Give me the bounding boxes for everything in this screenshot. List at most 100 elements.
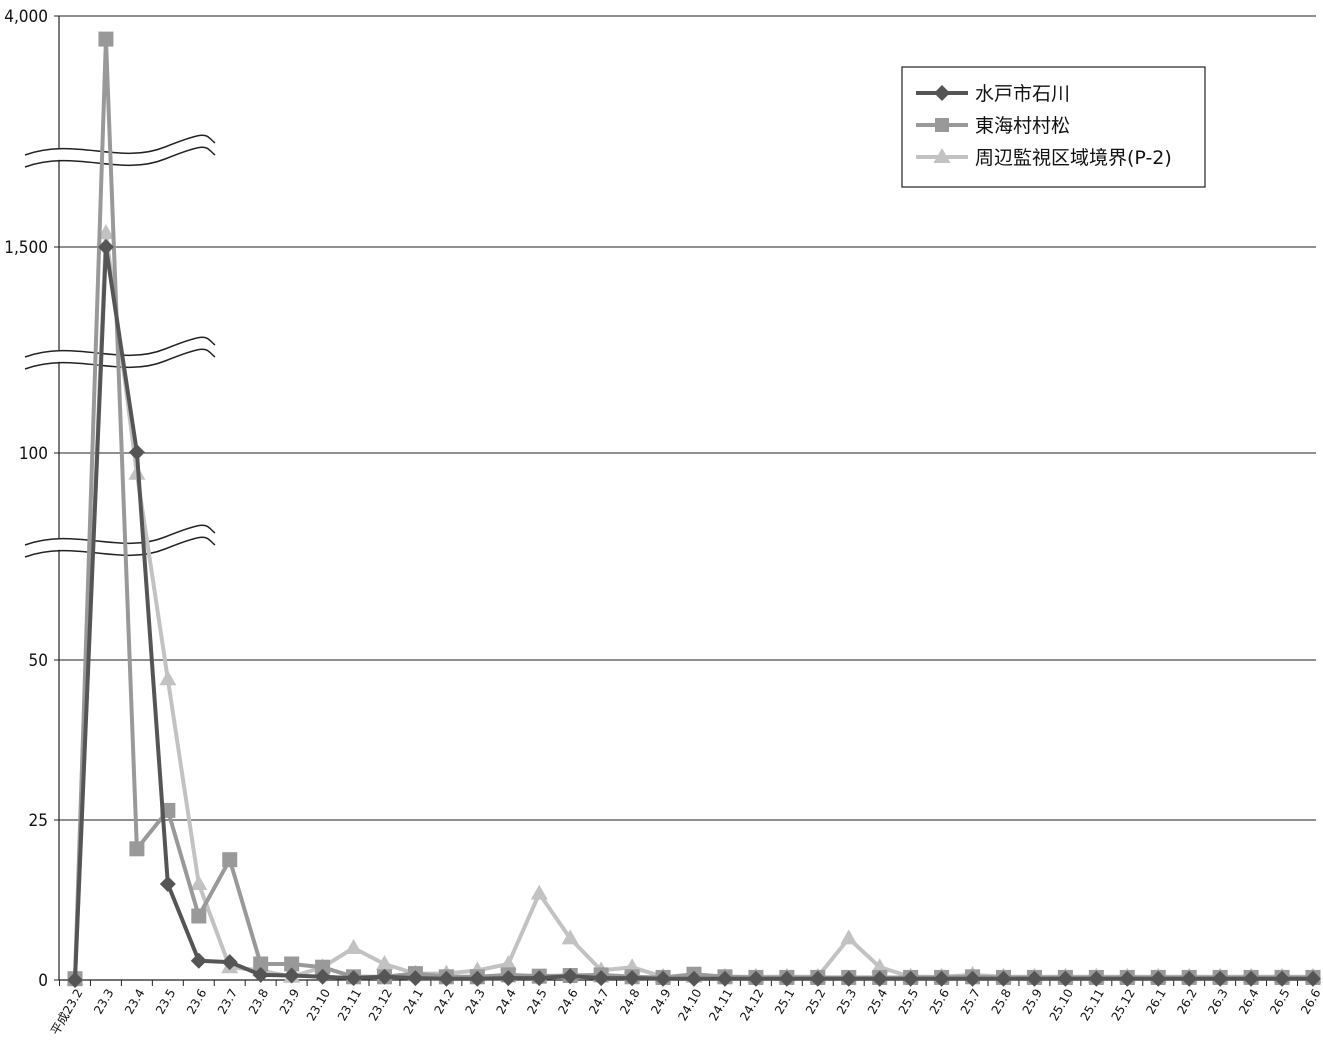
- x-tick-label: 23.11: [335, 987, 364, 1024]
- x-tick-label: 24.2: [432, 987, 457, 1017]
- data-point: [407, 970, 424, 987]
- legend-marker: [934, 85, 950, 101]
- legend-item: 周辺監視区域境界(P-2): [916, 147, 1172, 169]
- data-point: [995, 970, 1012, 987]
- data-point: [809, 970, 826, 987]
- data-point: [902, 970, 919, 987]
- x-tick-label: 25.2: [803, 987, 828, 1017]
- data-point: [871, 958, 889, 974]
- data-point: [1150, 970, 1167, 987]
- data-point: [469, 970, 486, 987]
- x-tick-label: 23.9: [277, 987, 302, 1017]
- data-point: [562, 968, 579, 985]
- y-tick-label: 4,000: [4, 7, 48, 27]
- data-point: [1026, 970, 1043, 987]
- data-point: [778, 970, 795, 987]
- data-point: [283, 967, 300, 984]
- data-point: [933, 970, 950, 987]
- x-tick-label: 24.8: [617, 987, 642, 1017]
- data-point: [1119, 970, 1136, 987]
- x-tick-label: 24.12: [737, 987, 766, 1024]
- x-tick-label: 23.12: [366, 987, 395, 1024]
- axis-break-symbol: [24, 524, 216, 558]
- series-line: [73, 245, 1313, 981]
- data-point: [98, 31, 114, 47]
- data-point: [438, 970, 455, 987]
- data-point: [129, 841, 145, 857]
- x-tick-label: 24.10: [675, 987, 704, 1024]
- x-tick-label: 26.2: [1174, 987, 1199, 1017]
- x-tick-label: 23.3: [91, 987, 116, 1017]
- x-tick-label: 23.6: [184, 987, 209, 1017]
- data-point: [190, 952, 207, 969]
- data-point: [1274, 970, 1291, 987]
- y-tick-labels: 0 25 50 100 1,500 4,000: [4, 7, 48, 991]
- legend-marker: [933, 148, 951, 163]
- data-point: [190, 875, 208, 890]
- series-3: [66, 224, 1322, 985]
- data-point: [840, 929, 858, 945]
- x-tick-label: 25.6: [927, 987, 952, 1017]
- x-tick-label: 26.3: [1205, 987, 1230, 1017]
- series-lines: [66, 31, 1322, 988]
- x-tick-label: 26.5: [1267, 987, 1292, 1017]
- x-tick-label: 26.6: [1298, 987, 1323, 1017]
- data-point: [531, 970, 548, 987]
- data-point: [314, 968, 331, 985]
- data-point: [1243, 970, 1260, 987]
- x-tick-label: 26.1: [1143, 987, 1168, 1017]
- data-point: [871, 970, 888, 987]
- data-point: [345, 970, 362, 987]
- x-tick-label: 25.4: [865, 987, 890, 1017]
- x-tick-label: 25.10: [1047, 987, 1076, 1024]
- legend-marker: [935, 118, 949, 132]
- data-point: [222, 852, 238, 868]
- x-tick-label: 25.7: [958, 987, 983, 1017]
- data-point: [593, 970, 610, 987]
- axis-break-symbol: [24, 336, 216, 370]
- x-tick-label: 25.9: [1020, 987, 1045, 1017]
- data-point: [67, 972, 83, 988]
- data-point: [1212, 970, 1229, 987]
- data-point: [624, 970, 641, 987]
- data-point: [159, 670, 177, 686]
- series-line: [73, 231, 1313, 979]
- data-point: [97, 224, 115, 240]
- data-point: [159, 876, 176, 892]
- data-point: [253, 956, 269, 972]
- y-tick-label: 25: [29, 811, 48, 831]
- data-point: [97, 239, 114, 255]
- gridlines: [59, 15, 1316, 821]
- x-tick-label: 25.5: [896, 987, 921, 1017]
- axis-break-symbol: [24, 134, 216, 168]
- data-point: [1088, 970, 1105, 987]
- x-tick-label: 24.11: [706, 987, 735, 1024]
- x-tick-label: 23.7: [215, 987, 240, 1017]
- x-tick-label: 25.8: [989, 987, 1014, 1017]
- axis-breaks: [24, 134, 216, 558]
- x-tick-label: 25.3: [834, 987, 859, 1017]
- legend-item: 東海村村松: [916, 115, 1070, 137]
- data-point: [840, 970, 857, 987]
- series-1: [67, 239, 1321, 988]
- data-point: [500, 970, 517, 987]
- x-tick-label: 23.5: [153, 987, 178, 1017]
- y-tick-label: 1,500: [4, 238, 48, 258]
- y-tick-label: 0: [38, 971, 48, 991]
- x-tick-label: 23.10: [304, 987, 333, 1024]
- x-tick-label: 24.5: [524, 987, 549, 1017]
- legend-item: 水戸市石川: [916, 83, 1070, 105]
- x-tick-label: 23.4: [122, 987, 147, 1017]
- legend-label: 周辺監視区域境界(P-2): [975, 147, 1172, 169]
- x-tick-label: 24.4: [493, 987, 518, 1017]
- x-tick-label: 25.12: [1109, 987, 1138, 1024]
- y-tick-label: 50: [29, 651, 48, 671]
- x-tick-label: 24.1: [401, 987, 426, 1017]
- legend-label: 東海村村松: [975, 115, 1070, 137]
- data-point: [561, 929, 579, 945]
- data-point: [376, 955, 393, 970]
- x-tick-label: 平成23.2: [48, 987, 85, 1038]
- data-point: [964, 970, 981, 987]
